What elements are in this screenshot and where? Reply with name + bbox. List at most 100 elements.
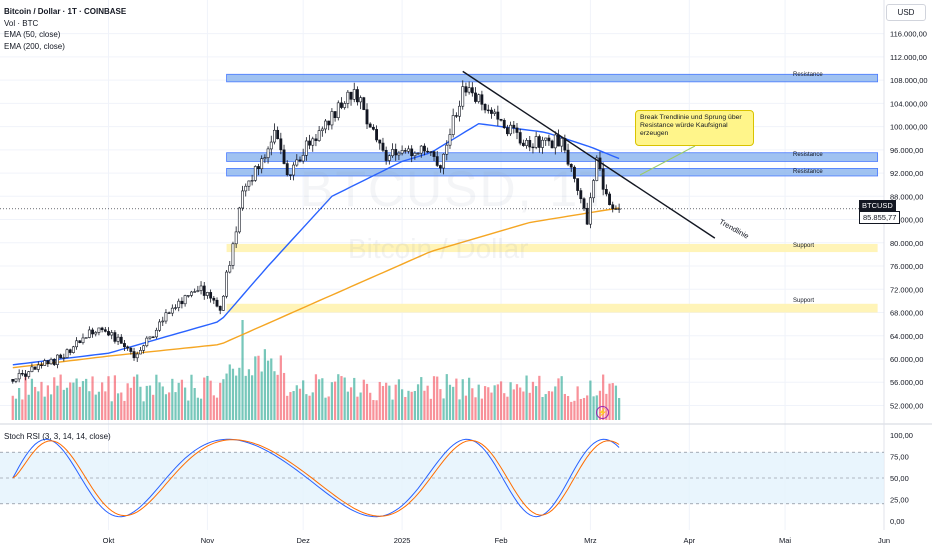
volume-bar [375,400,378,420]
candle-up [56,354,59,365]
volume-bar [295,385,298,420]
candle-down [470,87,474,94]
rsi-tick-label: 75,00 [890,453,909,462]
resistance-zone [226,168,879,177]
volume-bar [21,399,24,420]
lightning-icon[interactable]: ⚡ [596,406,609,419]
volume-bar [528,392,531,420]
price-tick-label: 80.000,00 [890,239,923,248]
volume-bar [27,394,30,420]
candle-up [292,164,296,176]
volume-bar [314,374,318,420]
volume-bar [302,380,305,420]
volume-bar [215,397,219,420]
candle-down [423,145,426,152]
price-tick-label: 96.000,00 [890,146,923,155]
volume-bar [353,377,356,420]
candle-up [301,155,305,162]
volume-bar [270,358,273,420]
candle-down [288,174,292,176]
candle-down [608,193,611,206]
candle-down [378,139,382,144]
rsi-k-line [12,438,620,518]
volume-bar [436,376,439,420]
volume-bar [235,375,238,420]
volume-bar [30,378,34,420]
volume-bar [407,390,410,420]
candle-down [604,189,608,195]
volume-bars [11,320,621,420]
candle-down [566,149,570,165]
stoch-rsi-legend[interactable]: Stoch RSI (3, 3, 14, 14, close) [4,432,111,441]
volume-bar [346,391,349,420]
volume-bar [75,378,78,420]
volume-bar [136,374,139,420]
volume-bar [340,376,343,420]
candle-up [509,124,513,135]
volume-bar [455,378,458,420]
ema200-legend[interactable]: EMA (200, close) [4,41,65,51]
volume-bar [318,379,321,420]
volume-bar [503,393,506,420]
volume-bar [110,401,113,420]
candle-up [14,378,18,382]
volume-bar [554,386,557,420]
volume-bar [598,390,602,420]
candle-down [167,312,171,314]
volume-bar [305,394,308,420]
candle-down [103,329,107,332]
volume-bar [337,374,340,420]
volume-bar [260,371,263,420]
volume-bar [321,378,324,420]
candle-up [263,157,267,160]
candle-up [400,150,404,154]
callout-note[interactable]: Break Trendlinie und Sprung über Resista… [635,110,754,146]
volume-legend[interactable]: Vol · BTC [4,18,39,28]
candle-up [154,329,158,338]
candle-down [132,351,136,359]
volume-bar [573,400,576,420]
candle-up [183,295,187,305]
volume-bar [148,385,152,420]
volume-bar [279,355,282,420]
volume-bar [487,387,490,420]
candle-up [442,153,446,169]
price-tick-label: 104.000,00 [890,99,928,108]
candle-up [387,155,391,161]
volume-bar [65,387,69,420]
candle-up [142,345,146,351]
candle-down [362,97,366,110]
volume-bar [18,388,21,420]
chart-title[interactable]: Bitcoin / Dollar · 1T · COINBASE [4,7,127,16]
candle-up [311,138,315,146]
currency-button[interactable]: USD [886,4,926,21]
candle-down [282,149,286,164]
candle-up [231,243,235,266]
volume-bar [445,374,448,420]
volume-bar [359,392,362,420]
candle-up [225,271,229,297]
candle-down [52,358,56,365]
ema50-legend[interactable]: EMA (50, close) [4,30,61,39]
candle-down [537,136,541,148]
candle-up [30,366,34,372]
candle-up [145,337,149,347]
candle-down [276,129,280,140]
candle-up [221,295,225,311]
candle-down [365,109,369,125]
volume-bar [126,383,129,420]
volume-bar [381,385,385,420]
volume-bar [391,399,394,420]
candle-up [467,87,471,93]
volume-bar [410,391,413,420]
volume-bar [250,375,254,420]
candle-up [193,291,197,293]
candle-up [237,207,241,233]
candle-up [250,180,254,182]
rsi-d-line [12,439,620,517]
volume-bar [155,374,158,420]
ema-200-path [12,207,620,369]
volume-bar [490,392,493,420]
candle-down [512,124,516,129]
volume-bar [614,385,618,420]
